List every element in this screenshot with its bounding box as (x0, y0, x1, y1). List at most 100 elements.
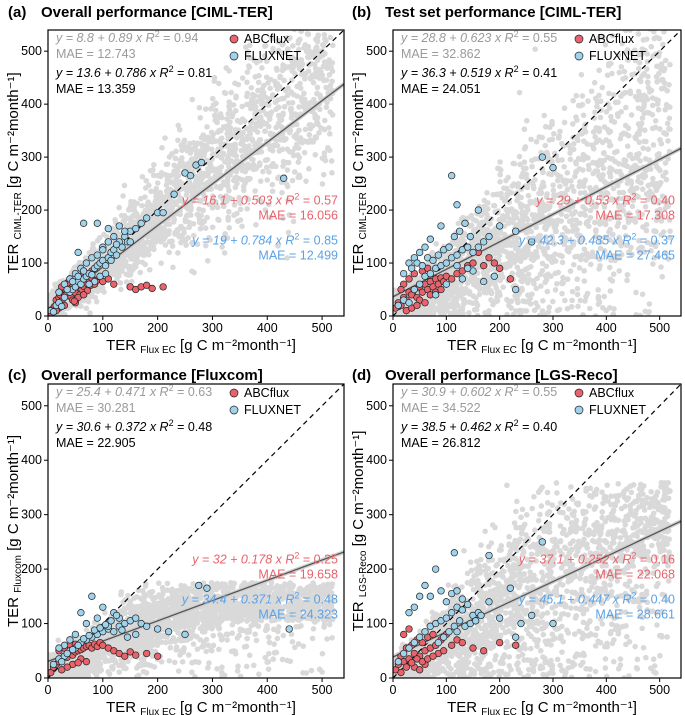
background-point (575, 303, 581, 310)
background-point (290, 218, 297, 225)
background-point (635, 88, 642, 95)
fit-line (48, 83, 344, 310)
background-point (420, 309, 427, 316)
background-point (474, 312, 481, 316)
background-point (208, 146, 215, 153)
background-point (500, 284, 506, 290)
background-point (128, 200, 134, 207)
background-point (552, 251, 558, 257)
background-point (527, 200, 534, 206)
background-point (542, 123, 549, 130)
background-point (598, 161, 605, 168)
background-point (200, 132, 207, 138)
background-point (642, 204, 649, 210)
background-point (306, 165, 312, 172)
background-point (313, 48, 320, 55)
background-point (601, 293, 608, 300)
background-point (219, 114, 225, 121)
background-point (662, 169, 669, 176)
background-point (299, 98, 305, 105)
background-point (527, 301, 534, 307)
stats-sites-mae: MAE = 13.359 (56, 82, 136, 96)
background-point (544, 244, 551, 251)
background-point (239, 138, 245, 145)
background-point (636, 213, 642, 220)
legend-abcflux-marker (229, 34, 239, 44)
background-point (538, 198, 545, 205)
background-point (296, 13, 302, 19)
background-point (223, 198, 230, 205)
background-point (280, 215, 286, 222)
background-point (220, 236, 227, 243)
background-point (222, 230, 228, 237)
background-point (559, 290, 565, 297)
background-point (169, 238, 175, 244)
background-point (627, 151, 634, 158)
background-point (495, 191, 501, 198)
background-point (116, 272, 122, 279)
background-point (285, 229, 292, 236)
background-point (296, 9, 302, 15)
background-point (190, 140, 197, 146)
background-point (322, 157, 329, 164)
panel-letter: (b) (352, 4, 371, 21)
background-point (212, 199, 219, 205)
background-point (592, 168, 599, 174)
background-point (430, 310, 437, 316)
background-point (635, 194, 641, 200)
background-point (244, 133, 251, 140)
background-point (176, 126, 183, 133)
background-point (282, 65, 289, 71)
fluxnet-point (121, 227, 129, 235)
stats-abcflux-eq-r: R (285, 193, 294, 207)
background-point (511, 211, 517, 218)
background-point (646, 191, 653, 198)
x-tick-label: 500 (312, 321, 333, 335)
background-point (215, 170, 222, 177)
background-point (213, 107, 219, 114)
background-point (564, 246, 571, 252)
background-point (279, 0, 285, 2)
x-axis-label-main: TER (106, 337, 140, 354)
background-point (197, 198, 204, 205)
background-point (303, 178, 309, 184)
background-point (260, 107, 266, 113)
abcflux-point (148, 284, 156, 293)
background-point (627, 88, 634, 95)
background-point (666, 7, 672, 13)
background-point (527, 295, 534, 302)
stats-abcflux-eq: y = 16.1 + 0.503 x R2 = 0.57 (181, 191, 338, 207)
background-point (249, 125, 255, 132)
background-point (482, 270, 489, 277)
background-point (543, 263, 550, 270)
background-point (646, 301, 653, 307)
background-point (510, 160, 517, 167)
background-point (622, 30, 629, 34)
background-point (288, 105, 295, 112)
background-point (577, 179, 583, 185)
background-point (280, 41, 286, 47)
background-point (294, 93, 300, 99)
background-point (658, 218, 665, 224)
legend-abcflux-label: ABCflux (244, 32, 290, 46)
background-point (314, 90, 320, 97)
background-point (162, 171, 169, 178)
background-point (154, 180, 161, 186)
background-point (273, 65, 280, 72)
background-point (542, 142, 549, 149)
background-point (585, 162, 592, 169)
background-point (277, 137, 284, 143)
background-point (280, 163, 286, 169)
background-point (644, 109, 650, 116)
background-point (231, 212, 237, 219)
fluxnet-point (186, 171, 195, 180)
background-point (258, 101, 265, 108)
background-point (567, 150, 573, 156)
background-point (497, 171, 503, 178)
background-point (197, 114, 204, 121)
background-point (244, 69, 251, 75)
background-point (649, 102, 656, 109)
background-point (191, 269, 197, 276)
background-point (142, 194, 148, 200)
background-point (662, 106, 669, 113)
